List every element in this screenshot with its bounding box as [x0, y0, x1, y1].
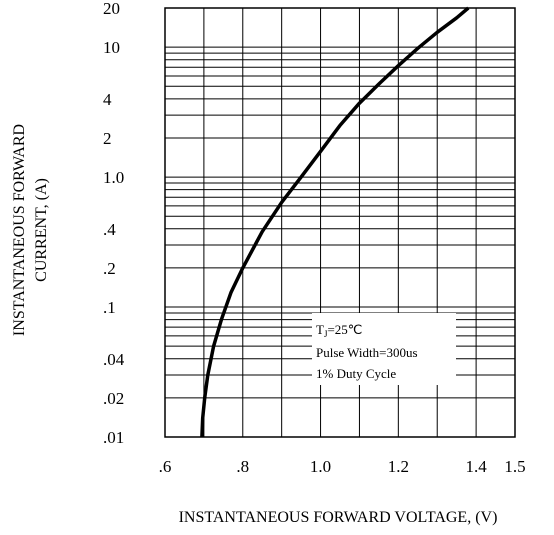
x-tick-label: 1.2	[388, 457, 409, 476]
x-tick-label: .8	[236, 457, 249, 476]
x-tick-label: 1.5	[504, 457, 525, 476]
forward-current-curve	[200, 6, 470, 438]
x-tick-label: .6	[159, 457, 172, 476]
y-tick-label: 20	[103, 0, 120, 18]
x-axis-label: INSTANTANEOUS FORWARD VOLTAGE, (V)	[179, 509, 498, 526]
y-axis-label-line-1: INSTANTANEOUS FORWARD	[11, 124, 28, 336]
y-tick-label: .01	[103, 428, 124, 447]
annotation-tj: TJ=25℃	[316, 322, 362, 339]
annotation-box: TJ=25℃ Pulse Width=300us 1% Duty Cycle	[312, 313, 456, 385]
annotation-pulse-width: Pulse Width=300us	[316, 345, 418, 360]
y-tick-label: .2	[103, 259, 116, 278]
y-tick-label: .02	[103, 389, 124, 408]
y-tick-label: 1.0	[103, 168, 124, 187]
y-tick-label: .4	[103, 220, 116, 239]
y-tick-label: 10	[103, 38, 120, 57]
y-tick-label: .04	[103, 350, 125, 369]
x-tick-label: 1.0	[310, 457, 331, 476]
annotation-duty-cycle: 1% Duty Cycle	[316, 366, 396, 381]
y-axis-label-line-2: CURRENT, (A)	[33, 178, 50, 282]
y-tick-label: 4	[103, 90, 112, 109]
x-tick-label: 1.4	[465, 457, 487, 476]
y-tick-labels: 20 10 4 2 1.0 .4 .2 .1 .04 .02 .01	[103, 0, 125, 447]
y-tick-label: 2	[103, 129, 112, 148]
y-tick-label: .1	[103, 298, 116, 317]
plot-frame	[164, 7, 516, 438]
annotation-background	[312, 313, 456, 385]
x-tick-labels: .6 .8 1.0 1.2 1.4 1.5	[159, 457, 526, 476]
